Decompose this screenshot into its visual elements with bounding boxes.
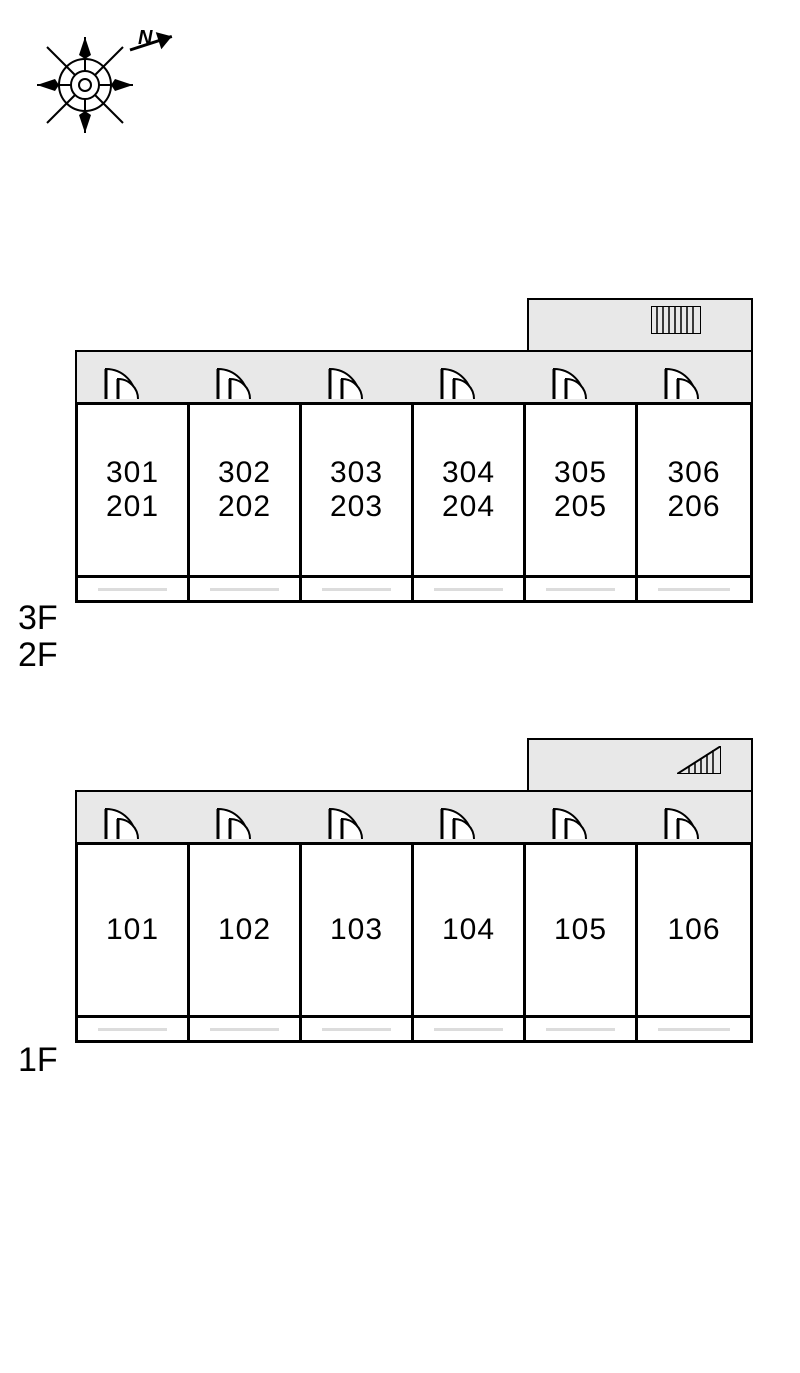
- unit-cell: 301 201: [78, 405, 190, 575]
- door-icon: [100, 355, 146, 406]
- door-icon: [436, 355, 482, 406]
- unit-label: 102: [218, 913, 271, 948]
- corridor-extension: [527, 738, 753, 790]
- unit-number: 301: [106, 456, 159, 491]
- unit-number: 306: [667, 456, 720, 491]
- unit-number: 302: [218, 456, 271, 491]
- unit-label: 101: [106, 913, 159, 948]
- unit-number: 103: [330, 913, 383, 948]
- door-icon: [548, 355, 594, 406]
- unit-cell: 106: [638, 845, 750, 1015]
- door-icon: [212, 355, 258, 406]
- balcony: [190, 1018, 302, 1040]
- balcony: [302, 1018, 414, 1040]
- unit-cell: 305 205: [526, 405, 638, 575]
- unit-number: 102: [218, 913, 271, 948]
- unit-number: 305: [554, 456, 607, 491]
- balcony: [302, 578, 414, 600]
- door-icon: [324, 355, 370, 406]
- balcony: [638, 1018, 750, 1040]
- corridor-upper: [75, 350, 753, 402]
- door-icon: [660, 355, 706, 406]
- door-icon: [660, 795, 706, 846]
- compass-icon: N: [30, 20, 190, 145]
- unit-number: 106: [667, 913, 720, 948]
- balcony-row-upper: [75, 578, 753, 603]
- unit-cell: 102: [190, 845, 302, 1015]
- floor-block-upper: 301 201 302 202 303 203: [75, 350, 753, 603]
- unit-cell: 103: [302, 845, 414, 1015]
- unit-label: 305 205: [554, 456, 607, 525]
- unit-label: 306 206: [667, 456, 720, 525]
- corridor-main: [75, 790, 753, 842]
- corridor-main: [75, 350, 753, 402]
- floor-block-lower: 101 102 103 104: [75, 790, 753, 1043]
- door-icon: [100, 795, 146, 846]
- floor-label-text: 3F: [18, 600, 58, 637]
- unit-cell: 306 206: [638, 405, 750, 575]
- unit-cell: 101: [78, 845, 190, 1015]
- corridor-lower: [75, 790, 753, 842]
- unit-cell: 104: [414, 845, 526, 1015]
- floor-label-text: 1F: [18, 1042, 58, 1079]
- balcony: [526, 1018, 638, 1040]
- balcony: [638, 578, 750, 600]
- floor-label-upper: 3F 2F: [18, 600, 58, 675]
- stairs-icon: [651, 306, 701, 339]
- unit-number: 204: [442, 490, 495, 525]
- balcony: [414, 578, 526, 600]
- unit-number: 203: [330, 490, 383, 525]
- corridor-extension: [527, 298, 753, 350]
- unit-label: 105: [554, 913, 607, 948]
- unit-number: 201: [106, 490, 159, 525]
- door-icon: [436, 795, 482, 846]
- balcony-row-lower: [75, 1018, 753, 1043]
- unit-label: 104: [442, 913, 495, 948]
- unit-label: 103: [330, 913, 383, 948]
- compass-north-label: N: [138, 27, 153, 49]
- balcony: [526, 578, 638, 600]
- stairs-icon: [677, 746, 721, 779]
- door-icon: [324, 795, 370, 846]
- unit-label: 303 203: [330, 456, 383, 525]
- unit-number: 206: [667, 490, 720, 525]
- door-icon: [548, 795, 594, 846]
- balcony: [78, 578, 190, 600]
- unit-label: 304 204: [442, 456, 495, 525]
- unit-label: 106: [667, 913, 720, 948]
- floor-label-lower: 1F: [18, 1042, 58, 1079]
- door-icon: [212, 795, 258, 846]
- unit-number: 205: [554, 490, 607, 525]
- balcony: [190, 578, 302, 600]
- unit-number: 202: [218, 490, 271, 525]
- balcony: [78, 1018, 190, 1040]
- floor-label-text: 2F: [18, 637, 58, 674]
- unit-number: 105: [554, 913, 607, 948]
- unit-number: 101: [106, 913, 159, 948]
- unit-cell: 302 202: [190, 405, 302, 575]
- unit-number: 304: [442, 456, 495, 491]
- unit-number: 303: [330, 456, 383, 491]
- units-row-lower: 101 102 103 104: [75, 842, 753, 1018]
- unit-label: 302 202: [218, 456, 271, 525]
- unit-cell: 303 203: [302, 405, 414, 575]
- unit-number: 104: [442, 913, 495, 948]
- unit-label: 301 201: [106, 456, 159, 525]
- balcony: [414, 1018, 526, 1040]
- units-row-upper: 301 201 302 202 303 203: [75, 402, 753, 578]
- unit-cell: 304 204: [414, 405, 526, 575]
- unit-cell: 105: [526, 845, 638, 1015]
